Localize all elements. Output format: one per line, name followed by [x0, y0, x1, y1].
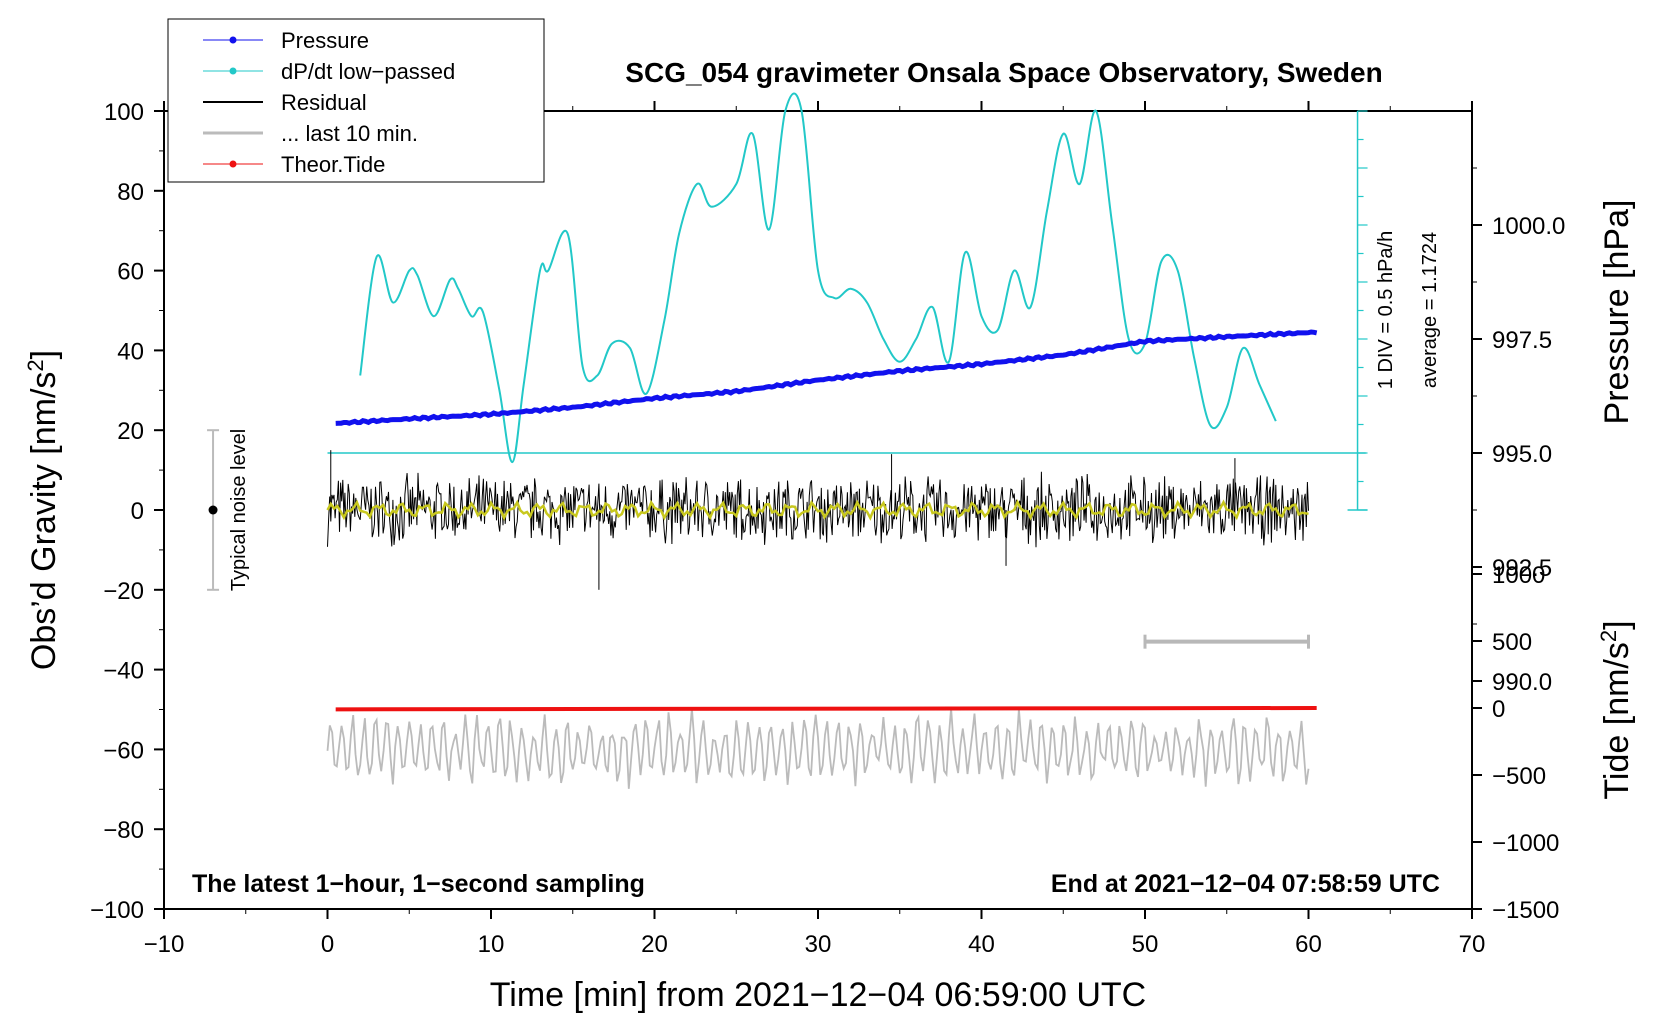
pressure-series-group: [335, 329, 1318, 426]
residual-smoothed-group: [326, 499, 1309, 521]
tide-tick-label: 0: [1492, 696, 1505, 723]
legend-item-last10: ... last 10 min.: [203, 121, 418, 146]
legend-label-last10: ... last 10 min.: [281, 121, 418, 146]
x-tick-label: −10: [144, 931, 185, 958]
x-tick-label: 30: [805, 931, 832, 958]
y-tick-label: 80: [117, 179, 144, 206]
y-tick-label: 60: [117, 259, 144, 286]
tide-tick-label: −1000: [1492, 830, 1559, 857]
pressure-tick-label: 1000.0: [1492, 213, 1565, 240]
x-tick-label: 40: [968, 931, 995, 958]
pressure-axis-ticks: 990.0 992.5 995.0 997.5 1000.0: [1472, 167, 1565, 696]
dpdt-line: [359, 92, 1277, 464]
x-tick-label: 20: [641, 931, 668, 958]
x-tick-label: 0: [321, 931, 334, 958]
residual-series-group: [327, 450, 1309, 590]
tide-residual-line: [326, 708, 1310, 789]
noise-bar-group: [207, 429, 220, 591]
noise-label: Typical noise level: [228, 429, 250, 591]
y-axis-label-sup: 2: [23, 359, 48, 371]
y-tick-label: −100: [90, 897, 144, 924]
x-axis-label: Time [min] from 2021−12−04 06:59:00 UTC: [490, 976, 1146, 1014]
pressure-tick-label: 995.0: [1492, 441, 1552, 468]
tide-axis-label-main: Tide [nm/s: [1598, 642, 1636, 799]
legend-marker-dpdt: [229, 67, 237, 75]
footer-right-text: End at 2021−12−04 07:58:59 UTC: [1051, 870, 1440, 898]
tide-line: [335, 706, 1317, 712]
x-tick-label: 60: [1295, 931, 1322, 958]
legend: Pressure dP/dt low−passed Residual ... l…: [167, 18, 545, 183]
y-tick-label: −20: [103, 578, 144, 605]
residual-line: [327, 471, 1309, 548]
last-10-min-group: [1143, 634, 1310, 649]
pressure-tick-label: 992.5: [1492, 555, 1552, 582]
tide-tick-label: 1000: [1492, 562, 1545, 589]
x-tick-label: 50: [1132, 931, 1159, 958]
tide-axis-label-sup: 2: [1596, 630, 1621, 642]
legend-label-tide: Theor.Tide: [281, 152, 385, 177]
legend-box: [167, 18, 545, 183]
x-tick-label: 10: [478, 931, 505, 958]
legend-item-tide: Theor.Tide: [203, 152, 385, 177]
x-axis-ticks: −10 0 10 20 30 40 50 60 70: [144, 101, 1486, 958]
footer-left-text: The latest 1−hour, 1−second sampling: [192, 870, 645, 898]
tide-residual-group: [326, 708, 1310, 789]
legend-label-dpdt: dP/dt low−passed: [281, 59, 455, 84]
tide-axis-ticks: −1500 −1000 −500 0 500 1000: [1472, 562, 1559, 924]
chart-title: SCG_054 gravimeter Onsala Space Observat…: [625, 57, 1382, 88]
residual-smoothed-line: [326, 499, 1309, 521]
tide-tick-label: 500: [1492, 629, 1532, 656]
pressure-tick-label: 990.0: [1492, 669, 1552, 696]
tide-axis-label: Tide [nm/s2]: [1596, 620, 1637, 799]
y-tick-label: −40: [103, 658, 144, 685]
y-axis-label: Obs’d Gravity [nm/s2]: [23, 350, 64, 670]
y-tick-label: −60: [103, 737, 144, 764]
theoretical-tide-group: [335, 706, 1317, 712]
y-tick-label: 40: [117, 338, 144, 365]
y-tick-label: 20: [117, 418, 144, 445]
y-tick-label: −80: [103, 817, 144, 844]
y-tick-label: 0: [131, 498, 144, 525]
legend-item-pressure: Pressure: [203, 28, 369, 53]
legend-label-pressure: Pressure: [281, 28, 369, 53]
legend-marker-tide: [229, 160, 237, 168]
legend-marker-pressure: [229, 36, 237, 44]
tide-axis-label-close: ]: [1598, 620, 1636, 629]
average-label: average = 1.1724: [1419, 232, 1441, 388]
y-axis-ticks: −100 −80 −60 −40 −20 0 20 40 60 80 100: [90, 99, 164, 924]
y-axis-label-close: ]: [25, 350, 63, 359]
y-tick-label: 100: [104, 99, 144, 126]
y-axis-label-main: Obs’d Gravity [nm/s: [25, 372, 63, 671]
pressure-tick-label: 997.5: [1492, 327, 1552, 354]
pressure-line: [335, 329, 1318, 426]
tide-tick-label: −1500: [1492, 897, 1559, 924]
x-tick-label: 70: [1459, 931, 1486, 958]
dpdt-series-group: [359, 92, 1277, 464]
noise-bar-center: [208, 505, 218, 515]
legend-item-residual: Residual: [203, 90, 367, 115]
legend-label-residual: Residual: [281, 90, 367, 115]
pressure-axis-label: Pressure [hPa]: [1598, 200, 1636, 425]
tide-tick-label: −500: [1492, 763, 1546, 790]
div-label: 1 DIV = 0.5 hPa/h: [1375, 231, 1397, 389]
legend-item-dpdt: dP/dt low−passed: [203, 59, 455, 84]
div-scale-group: [1347, 110, 1368, 511]
